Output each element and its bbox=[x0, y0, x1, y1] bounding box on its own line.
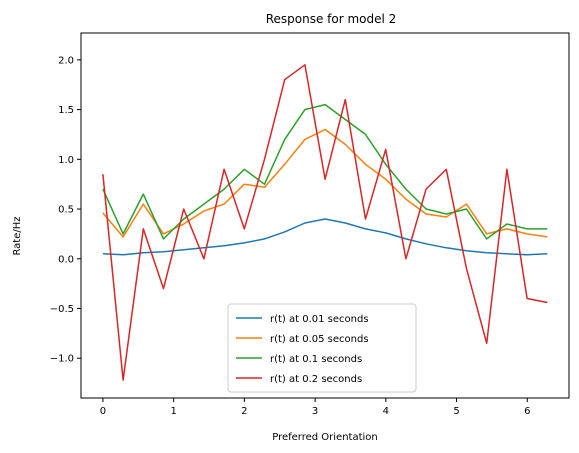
plot-area bbox=[80, 32, 570, 399]
series-line-3 bbox=[102, 103, 548, 240]
legend-label: r(t) at 0.05 seconds bbox=[270, 334, 369, 345]
y-tick-label: 2.0 bbox=[58, 55, 74, 66]
y-tick-label: 1.0 bbox=[58, 155, 74, 166]
series-line-4 bbox=[102, 64, 548, 381]
y-axis-label: Rate/Hz bbox=[12, 216, 23, 255]
y-tick-label: 1.5 bbox=[58, 105, 74, 116]
series-layer bbox=[102, 64, 548, 381]
x-tick-label: 5 bbox=[453, 406, 459, 417]
y-tick-label: −1.0 bbox=[50, 354, 74, 365]
legend-label: r(t) at 0.1 seconds bbox=[270, 354, 362, 365]
x-tick-label: 2 bbox=[241, 406, 247, 417]
legend: r(t) at 0.01 seconds r(t) at 0.05 seconds… bbox=[227, 303, 417, 393]
x-tick-label: 6 bbox=[524, 406, 530, 417]
legend-box bbox=[227, 303, 417, 393]
y-tick-label: 0.5 bbox=[58, 205, 74, 216]
x-axis-label: Preferred Orientation bbox=[272, 432, 378, 443]
x-axis: 0 1 2 3 4 5 6 bbox=[100, 398, 530, 417]
x-tick-label: 0 bbox=[100, 406, 106, 417]
legend-label: r(t) at 0.01 seconds bbox=[270, 314, 369, 325]
series-line-2 bbox=[102, 128, 548, 238]
x-tick-label: 3 bbox=[312, 406, 318, 417]
chart-title: Response for model 2 bbox=[266, 12, 397, 26]
legend-label: r(t) at 0.2 seconds bbox=[270, 374, 362, 385]
y-tick-label: −0.5 bbox=[50, 304, 74, 315]
x-tick-label: 1 bbox=[170, 406, 176, 417]
series-line-1 bbox=[102, 218, 548, 256]
y-tick-label: 0.0 bbox=[58, 254, 74, 265]
y-axis: −1.0 −0.5 0.0 0.5 1.0 1.5 2.0 bbox=[50, 55, 81, 365]
x-tick-label: 4 bbox=[383, 406, 389, 417]
